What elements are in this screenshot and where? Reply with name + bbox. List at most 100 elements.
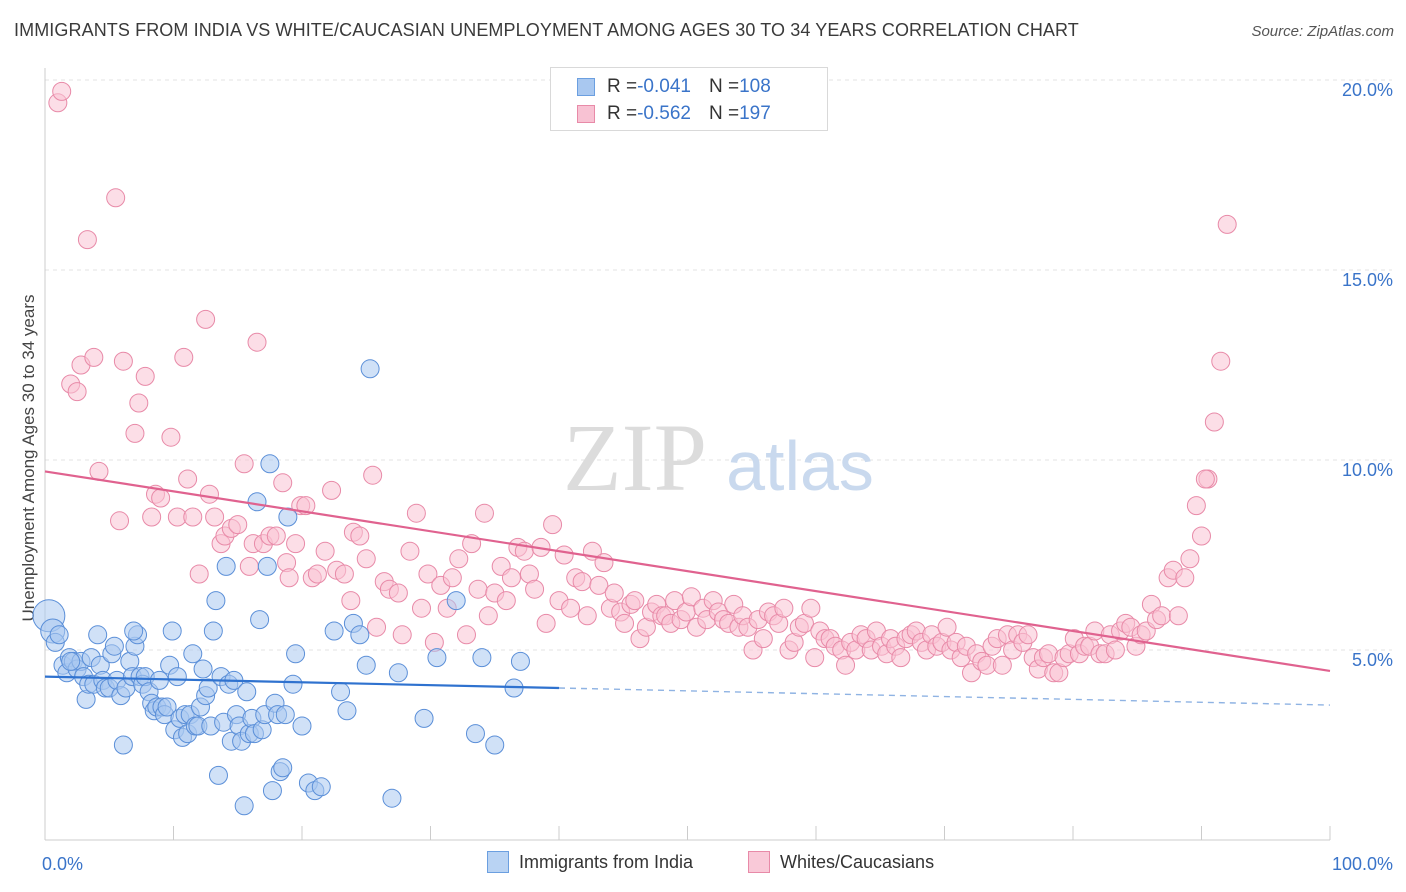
legend-n-label: N = (708, 76, 740, 97)
data-point-whites (1186, 496, 1206, 516)
data-point-india (216, 556, 236, 576)
data-point-india (203, 621, 223, 641)
data-point-india (273, 758, 293, 778)
x-tick-label-min: 0.0% (42, 854, 83, 874)
data-point-whites (1175, 568, 1195, 588)
trend-line-whites (44, 470, 1331, 672)
data-point-whites (84, 347, 104, 367)
data-point-india (260, 454, 280, 474)
legend-r-value: -0.562 (637, 103, 691, 124)
axes (44, 68, 1331, 841)
data-point-whites (412, 598, 432, 618)
legend-n-value: 108 (739, 76, 771, 97)
data-point-whites (1105, 640, 1125, 660)
data-point-whites (67, 382, 87, 402)
data-point-whites (247, 332, 267, 352)
data-point-whites (322, 480, 342, 500)
data-point-india (446, 591, 466, 611)
data-point-whites (234, 454, 254, 474)
source-label: Source: ZipAtlas.com (1251, 23, 1394, 40)
data-point-whites (239, 556, 259, 576)
legend-item-whites[interactable]: Whites/Caucasians (748, 851, 934, 873)
data-point-whites (77, 230, 97, 250)
data-point-whites (1195, 469, 1215, 489)
data-point-whites (125, 423, 145, 443)
data-point-whites (1168, 606, 1188, 626)
data-point-whites (341, 591, 361, 611)
data-point-india (427, 648, 447, 668)
data-point-whites (836, 655, 856, 675)
series-whites-caucasians (48, 81, 1237, 683)
data-point-whites (774, 598, 794, 618)
data-point-whites (400, 541, 420, 561)
data-point-whites (113, 351, 133, 371)
data-point-whites (801, 598, 821, 618)
data-point-whites (681, 587, 701, 607)
chart-title: IMMIGRANTS FROM INDIA VS WHITE/CAUCASIAN… (14, 20, 1079, 40)
data-point-whites (753, 629, 773, 649)
data-point-whites (406, 503, 426, 523)
legend-swatch-india (577, 78, 595, 96)
data-point-whites (604, 583, 624, 603)
data-point-whites (189, 564, 209, 584)
data-point-india (286, 644, 306, 664)
data-point-whites (992, 655, 1012, 675)
legend-row-whites: R = -0.562 N = 197 (577, 102, 771, 126)
data-point-whites (110, 511, 130, 531)
data-point-whites (625, 591, 645, 611)
legend-swatch-whites (577, 105, 595, 123)
data-point-india (510, 651, 530, 671)
x-tick-label-max: 100.0% (1332, 854, 1393, 874)
data-point-whites (315, 541, 335, 561)
data-point-india (250, 610, 270, 630)
data-point-india (331, 682, 351, 702)
y-tick-label: 15.0% (1342, 270, 1393, 290)
data-point-whites (1211, 351, 1231, 371)
data-point-whites (1018, 625, 1038, 645)
data-point-india (262, 781, 282, 801)
data-point-india (167, 667, 187, 687)
data-point-whites (805, 648, 825, 668)
data-point-whites (135, 366, 155, 386)
data-point-india (485, 735, 505, 755)
data-point-india (49, 625, 69, 645)
data-point-whites (142, 507, 162, 527)
y-tick-label: 10.0% (1342, 460, 1393, 480)
data-point-india (88, 625, 108, 645)
data-point-whites (356, 549, 376, 569)
data-point-whites (442, 568, 462, 588)
data-point-india (162, 621, 182, 641)
watermark: ZIP atlas (563, 404, 874, 511)
legend-swatch-whites (748, 851, 770, 873)
data-point-india (113, 735, 133, 755)
data-point-india (247, 492, 267, 512)
data-point-whites (456, 625, 476, 645)
tick-labels: 5.0% 10.0% 15.0% 20.0% 0.0% 100.0% (42, 80, 1393, 874)
data-point-whites (561, 598, 581, 618)
y-tick-label: 20.0% (1342, 80, 1393, 100)
legend-r-label: R = (607, 76, 638, 97)
data-point-whites (589, 575, 609, 595)
data-point-whites (129, 393, 149, 413)
data-point-india (257, 556, 277, 576)
data-point-whites (1180, 549, 1200, 569)
data-point-india (356, 655, 376, 675)
data-point-whites (196, 309, 216, 329)
data-point-whites (478, 606, 498, 626)
data-point-whites (937, 617, 957, 637)
data-point-india (337, 701, 357, 721)
data-point-whites (496, 591, 516, 611)
data-point-india (292, 716, 312, 736)
data-point-india (206, 591, 226, 611)
legend-item-india[interactable]: Immigrants from India (487, 851, 693, 873)
legend-n-label: N = (708, 103, 740, 124)
data-point-whites (286, 534, 306, 554)
data-point-whites (577, 606, 597, 626)
data-point-whites (205, 507, 225, 527)
data-point-whites (307, 564, 327, 584)
data-point-whites (151, 488, 171, 508)
data-point-india (183, 644, 203, 664)
data-point-india (198, 678, 218, 698)
y-tick-label: 5.0% (1352, 650, 1393, 670)
